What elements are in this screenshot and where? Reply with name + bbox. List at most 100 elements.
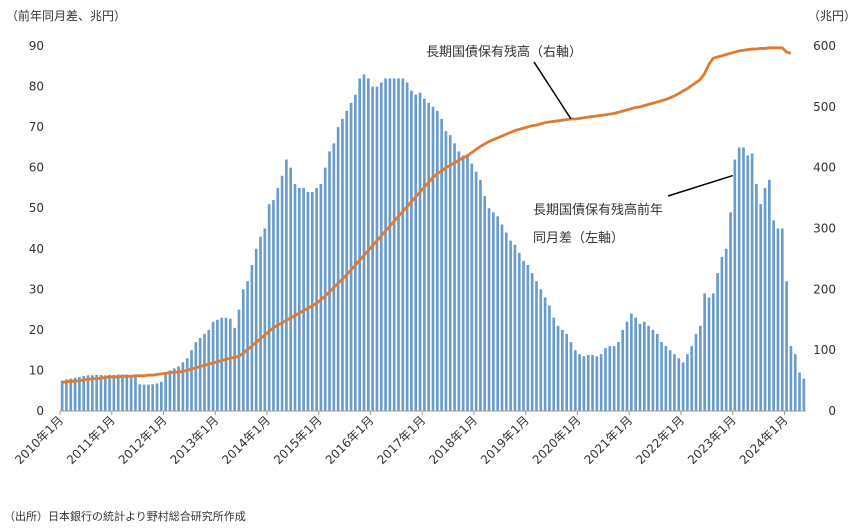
bar xyxy=(759,204,763,411)
bar xyxy=(548,305,551,411)
source-note: （出所）日本銀行の統計より野村総合研究所作成 xyxy=(4,509,246,523)
bar xyxy=(621,329,625,411)
bar xyxy=(194,342,198,411)
bar xyxy=(95,374,98,411)
bar xyxy=(690,346,694,411)
bar xyxy=(190,350,193,411)
bar xyxy=(466,155,469,411)
bar xyxy=(539,289,543,411)
bar xyxy=(319,183,323,411)
left-tick-label: 20 xyxy=(29,323,44,337)
annotation-bar-series-line2: 同月差（左軸） xyxy=(533,231,624,246)
bar xyxy=(655,333,659,411)
bar xyxy=(108,374,111,411)
bar xyxy=(272,200,275,411)
bar xyxy=(694,333,698,411)
bar xyxy=(414,94,418,412)
bar xyxy=(699,325,702,411)
bar xyxy=(474,171,478,411)
x-axis: 2010年1月2011年1月2012年1月2013年1月2014年1月2015年… xyxy=(12,411,791,467)
bar xyxy=(103,375,107,411)
x-tick-label: 2019年1月 xyxy=(478,413,532,467)
bar xyxy=(634,317,637,411)
bar xyxy=(789,346,793,411)
bar xyxy=(733,159,737,411)
bar xyxy=(586,355,590,411)
bar xyxy=(366,78,370,411)
bar xyxy=(509,240,512,411)
x-tick-label: 2017年1月 xyxy=(374,413,428,467)
bar xyxy=(323,167,327,411)
bar xyxy=(164,374,167,411)
bar xyxy=(720,256,724,411)
bar xyxy=(776,228,780,411)
bar xyxy=(578,354,581,411)
bar xyxy=(160,381,163,411)
bar xyxy=(543,297,547,411)
bar xyxy=(60,380,64,411)
bar xyxy=(237,309,241,411)
bar xyxy=(224,317,228,411)
bar xyxy=(483,196,487,411)
bar xyxy=(435,110,439,411)
bar xyxy=(487,208,491,411)
bar xyxy=(125,374,129,411)
bar xyxy=(177,366,180,411)
right-tick-label: 300 xyxy=(813,222,836,236)
bar xyxy=(99,374,103,411)
right-tick-label: 600 xyxy=(813,39,836,53)
bar xyxy=(431,106,435,411)
bar xyxy=(746,155,750,411)
left-tick-label: 10 xyxy=(29,363,44,377)
x-tick-label: 2021年1月 xyxy=(581,413,635,467)
left-axis-unit-label: （前年同月差、兆円） xyxy=(6,8,126,23)
bar xyxy=(668,350,672,411)
bar xyxy=(612,346,616,411)
bar xyxy=(310,192,314,411)
bar xyxy=(358,78,362,411)
bar xyxy=(121,374,124,411)
bar xyxy=(263,228,267,411)
x-tick-label: 2014年1月 xyxy=(219,413,273,467)
bar-series xyxy=(60,74,806,412)
annotation-leader-line xyxy=(667,174,734,197)
bar xyxy=(651,329,655,411)
bar xyxy=(142,384,146,411)
bar xyxy=(492,212,495,411)
left-tick-label: 0 xyxy=(36,404,44,418)
bar xyxy=(91,375,94,411)
bar xyxy=(552,317,556,411)
bar xyxy=(241,289,245,411)
bar xyxy=(73,377,77,411)
bar xyxy=(677,358,681,411)
bar xyxy=(78,376,81,411)
bar xyxy=(233,327,236,411)
bar xyxy=(755,183,758,411)
bar xyxy=(147,384,150,411)
left-axis: 0 10 20 30 40 50 60 70 80 90 xyxy=(29,39,44,418)
x-tick-label: 2018年1月 xyxy=(426,413,480,467)
bar xyxy=(470,163,474,411)
bar xyxy=(427,102,431,411)
bar xyxy=(315,187,318,411)
bar xyxy=(168,370,172,411)
bar xyxy=(69,378,73,411)
bar xyxy=(729,212,732,411)
bar xyxy=(332,143,336,411)
line-series xyxy=(61,46,792,384)
bar xyxy=(134,376,137,411)
right-tick-label: 400 xyxy=(813,161,836,175)
x-tick-label: 2010年1月 xyxy=(12,413,66,467)
bar xyxy=(724,248,728,411)
bar xyxy=(763,187,767,411)
bar xyxy=(768,179,771,411)
bar xyxy=(129,375,133,411)
bar xyxy=(388,78,392,411)
bar xyxy=(410,90,413,412)
bar xyxy=(259,236,262,411)
bar xyxy=(423,98,426,411)
bar xyxy=(561,329,564,411)
bar xyxy=(711,293,715,411)
x-tick-label: 2011年1月 xyxy=(64,413,118,467)
bar xyxy=(181,362,185,411)
